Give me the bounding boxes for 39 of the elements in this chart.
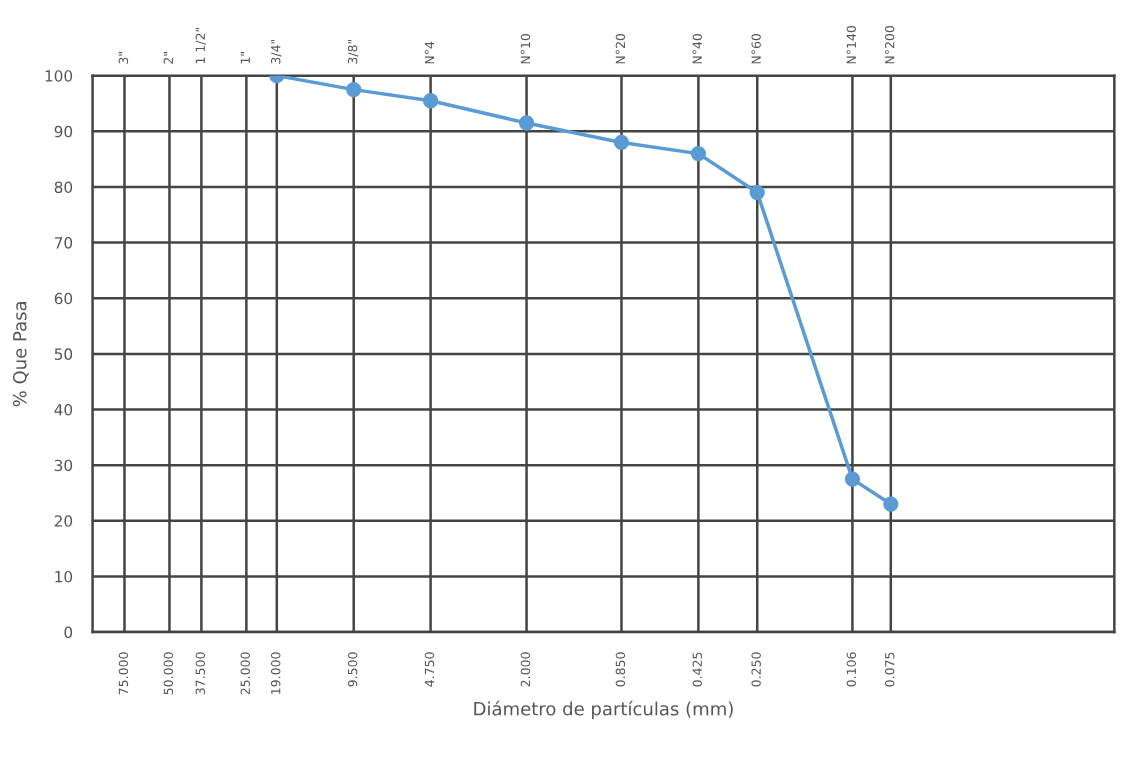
x-tick-label: 0.106 bbox=[846, 652, 857, 687]
y-tick-label: 80 bbox=[54, 181, 73, 193]
text: 1 1/2" bbox=[195, 28, 206, 64]
x-tick-label: 25.000 bbox=[240, 652, 250, 695]
y-tick-label: 40 bbox=[54, 404, 73, 416]
y-tick-label: 90 bbox=[54, 125, 73, 138]
text: 1" bbox=[240, 52, 250, 64]
x-tick-label: 9.500 bbox=[347, 652, 358, 687]
x-tick-label: 2.000 bbox=[520, 652, 531, 687]
text: 2" bbox=[163, 52, 173, 64]
x-tick-label: 19.000 bbox=[270, 652, 281, 694]
y-tick-label: 100 bbox=[45, 70, 73, 82]
y-axis-title: % Que Pasa bbox=[12, 302, 29, 407]
x-tick-label: 75.000 bbox=[118, 652, 129, 695]
text: N°10 bbox=[520, 33, 531, 64]
text: 3" bbox=[118, 52, 129, 64]
x-tick-label: 0.850 bbox=[615, 652, 626, 687]
x-tick-label: 4.750 bbox=[424, 652, 435, 687]
x-tick-label: 0.075 bbox=[884, 652, 895, 687]
x-tick-label: 50.000 bbox=[163, 652, 174, 695]
text: N°4 bbox=[424, 41, 435, 64]
text: 3/8" bbox=[347, 39, 359, 64]
y-tick-label: 60 bbox=[54, 292, 73, 305]
text: 3/4" bbox=[270, 39, 282, 64]
text: N°140 bbox=[846, 25, 857, 64]
y-tick-label: 0 bbox=[64, 626, 73, 639]
x-tick-label: 37.500 bbox=[195, 652, 206, 695]
y-tick-label: 10 bbox=[55, 570, 73, 583]
x-tick-label: 0.250 bbox=[751, 652, 761, 687]
x-axis-title: Diámetro de partículas (mm) bbox=[474, 700, 733, 720]
y-tick-label: 70 bbox=[54, 237, 73, 249]
text: N°200 bbox=[884, 25, 895, 64]
y-tick-label: 30 bbox=[54, 459, 73, 472]
text: N°20 bbox=[615, 33, 626, 64]
y-tick-label: 20 bbox=[54, 515, 73, 527]
x-tick-label: 0.425 bbox=[692, 652, 702, 687]
y-tick-label: 50 bbox=[54, 348, 73, 360]
text: N°40 bbox=[692, 33, 702, 64]
text: N°60 bbox=[751, 33, 761, 64]
